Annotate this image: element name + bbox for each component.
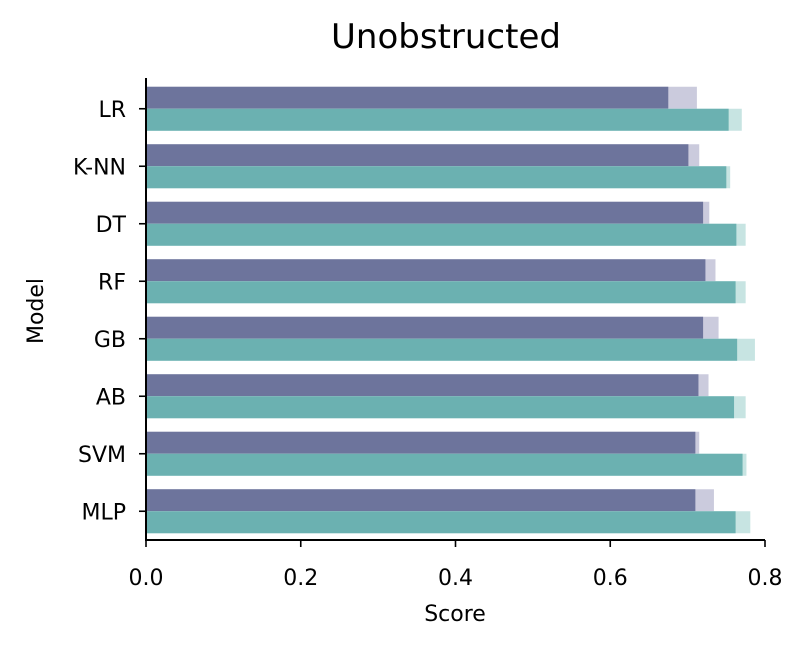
x-axis-label: Score bbox=[424, 602, 486, 627]
bar-rf-series-3 bbox=[146, 281, 736, 304]
bar-k-nn-series-1 bbox=[146, 144, 689, 167]
y-tick-label-rf: RF bbox=[98, 270, 126, 295]
bar-k-nn-series-3 bbox=[146, 166, 727, 189]
bar-lr-series-3 bbox=[146, 108, 729, 131]
bar-svm-series-1 bbox=[146, 431, 696, 454]
bars-group bbox=[146, 86, 755, 534]
bar-dt-series-3 bbox=[146, 223, 737, 246]
x-ticks-group: 0.0 0.2 0.4 0.6 0.8 bbox=[129, 540, 783, 591]
y-ticks-group: LR K-NN DT RF GB AB SVM MLP bbox=[73, 98, 146, 525]
x-tick-label: 0.6 bbox=[593, 566, 628, 591]
x-tick-label: 0.4 bbox=[438, 566, 473, 591]
y-tick-label-ab: AB bbox=[96, 385, 126, 410]
y-tick-label-lr: LR bbox=[98, 98, 126, 123]
bar-gb-series-3 bbox=[146, 338, 738, 361]
bar-mlp-series-1 bbox=[146, 489, 696, 512]
bar-ab-series-1 bbox=[146, 374, 699, 397]
bar-dt-series-1 bbox=[146, 201, 704, 224]
y-tick-label-svm: SVM bbox=[78, 443, 126, 468]
bar-lr-series-1 bbox=[146, 86, 669, 109]
bar-svm-series-3 bbox=[146, 453, 743, 476]
bar-gb-series-1 bbox=[146, 316, 704, 339]
bar-ab-series-3 bbox=[146, 396, 735, 419]
chart-title: Unobstructed bbox=[331, 17, 561, 57]
x-tick-label: 0.8 bbox=[748, 566, 783, 591]
x-tick-label: 0.2 bbox=[283, 566, 318, 591]
y-tick-label-dt: DT bbox=[96, 213, 127, 238]
x-tick-label: 0.0 bbox=[129, 566, 164, 591]
y-tick-label-k-nn: K-NN bbox=[73, 155, 126, 180]
bar-mlp-series-3 bbox=[146, 511, 736, 534]
bar-rf-series-1 bbox=[146, 259, 706, 282]
y-tick-label-gb: GB bbox=[94, 328, 126, 353]
y-tick-label-mlp: MLP bbox=[81, 500, 126, 525]
y-axis-label: Model bbox=[24, 278, 49, 344]
